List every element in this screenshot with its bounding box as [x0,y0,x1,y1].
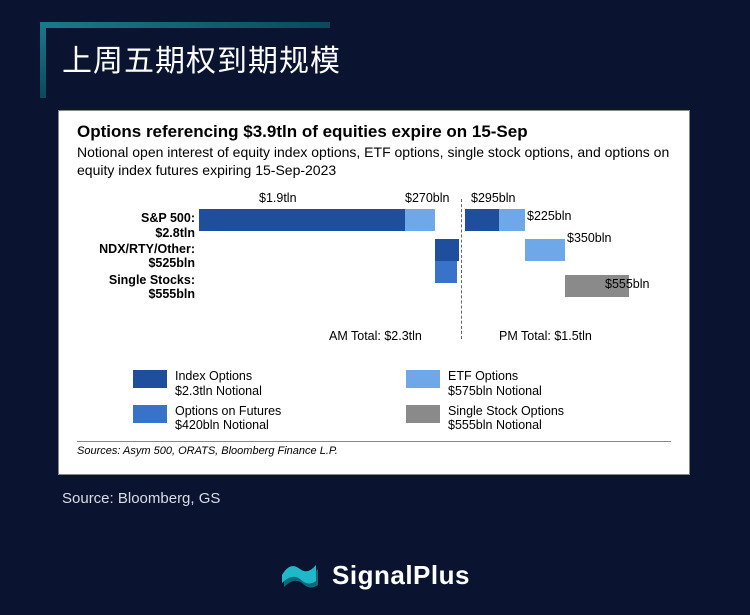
chart-area: S&P 500: $2.8tln NDX/RTY/Other: $525bln … [77,189,671,339]
bar-segment [435,239,459,261]
legend-label: Index Options [175,369,262,383]
slide-source: Source: Bloomberg, GS [62,490,220,507]
bar-value-label: $295bln [471,191,516,205]
legend-label: Options on Futures [175,404,281,418]
y-axis-labels: S&P 500: $2.8tln NDX/RTY/Other: $525bln … [77,211,195,303]
group-1-total: $525bln [77,256,195,270]
legend-sub: $555bln Notional [448,418,564,432]
legend-sub: $2.3tln Notional [175,384,262,398]
legend-swatch [406,370,440,388]
am-total-label: AM Total: $2.3tln [329,329,422,343]
legend-label: Single Stock Options [448,404,564,418]
group-2-name: Single Stocks: [77,273,195,287]
legend-item-index: Index Options$2.3tln Notional [133,369,396,398]
page-title: 上周五期权到期规模 [62,36,341,80]
title-frame-left [40,22,46,98]
bar-segment [465,209,499,231]
card-title: Options referencing $3.9tln of equities … [77,121,671,142]
legend-sub: $575bln Notional [448,384,542,398]
group-1-name: NDX/RTY/Other: [77,242,195,256]
bar-segment [199,209,405,231]
brand-logo: SignalPlus [0,559,750,591]
group-2-total: $555bln [77,287,195,301]
legend-item-etf: ETF Options$575bln Notional [406,369,669,398]
title-frame-top [40,22,330,28]
brand-name: SignalPlus [332,560,470,591]
group-0-total: $2.8tln [77,226,195,240]
bar-value-label: $1.9tln [259,191,297,205]
bar-value-label: $555bln [605,277,650,291]
group-0-name: S&P 500: [77,211,195,225]
bar-value-label: $225bln [527,209,572,223]
bar-segment [499,209,525,231]
logo-mark-icon [280,559,322,591]
legend-item-futures: Options on Futures$420bln Notional [133,404,396,433]
legend-sub: $420bln Notional [175,418,281,432]
bar-segment [405,209,435,231]
legend-label: ETF Options [448,369,542,383]
pm-total-label: PM Total: $1.5tln [499,329,592,343]
legend-swatch [133,405,167,423]
bar-value-label: $350bln [567,231,612,245]
bar-segment [525,239,565,261]
am-pm-divider [461,199,462,339]
card-subtitle: Notional open interest of equity index o… [77,144,671,179]
bar-segment [435,261,457,283]
legend-swatch [406,405,440,423]
bar-value-label: $270bln [405,191,450,205]
chart-card: Options referencing $3.9tln of equities … [58,110,690,475]
plot-region: AM Total: $2.3tln PM Total: $1.5tln $1.9… [199,189,671,339]
legend: Index Options$2.3tln Notional ETF Option… [77,369,671,433]
legend-swatch [133,370,167,388]
legend-item-single: Single Stock Options$555bln Notional [406,404,669,433]
card-sources: Sources: Asym 500, ORATS, Bloomberg Fina… [77,441,671,457]
